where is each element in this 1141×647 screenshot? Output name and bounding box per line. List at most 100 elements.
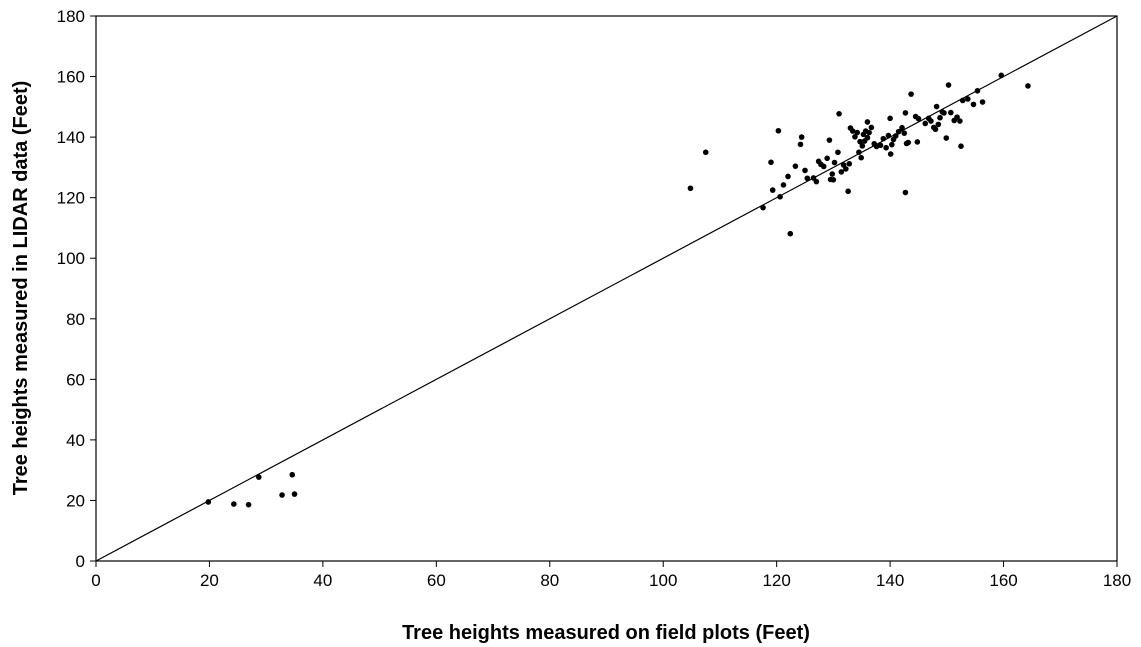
data-point	[798, 134, 805, 140]
data-point	[933, 103, 940, 110]
data-point	[830, 177, 837, 183]
data-point	[858, 154, 864, 161]
data-point	[954, 114, 960, 120]
data-point	[1025, 83, 1031, 89]
data-point	[787, 230, 794, 237]
data-point	[883, 144, 889, 151]
data-point	[998, 72, 1005, 79]
data-point	[935, 121, 942, 128]
x-tick-label: 180	[1103, 571, 1131, 590]
y-axis-title: Tree heights measured in LIDAR data (Fee…	[10, 81, 32, 496]
data-point	[859, 143, 866, 149]
data-point	[932, 126, 939, 133]
x-tick-label: 40	[313, 571, 332, 590]
data-points	[205, 72, 1031, 508]
data-point	[857, 138, 863, 145]
data-point	[885, 132, 892, 139]
y-tick-label: 100	[57, 249, 85, 268]
data-point	[864, 119, 871, 125]
data-point	[777, 193, 783, 200]
data-point	[824, 155, 830, 162]
data-point	[943, 135, 950, 141]
data-point	[849, 128, 856, 134]
y-tick-label: 40	[66, 431, 85, 450]
data-point	[838, 169, 845, 175]
data-point	[289, 471, 296, 478]
data-point	[813, 178, 820, 185]
data-point	[852, 134, 858, 140]
data-point	[279, 492, 285, 498]
data-point	[959, 97, 966, 104]
data-point	[957, 118, 963, 124]
x-tick-label: 60	[427, 571, 446, 590]
data-point	[914, 139, 921, 145]
x-tick-label: 120	[762, 571, 790, 590]
one-to-one-line	[95, 15, 1118, 562]
data-point	[979, 99, 986, 105]
x-axis-title: Tree heights measured on field plots (Fe…	[402, 622, 810, 644]
data-point	[899, 124, 905, 131]
data-point	[854, 129, 861, 136]
data-point	[775, 127, 782, 134]
data-point	[245, 501, 252, 508]
data-point	[835, 149, 841, 156]
data-point	[831, 159, 838, 166]
data-point	[970, 101, 977, 108]
data-point	[908, 91, 914, 97]
x-tick-label: 160	[989, 571, 1017, 590]
x-tick-label: 140	[876, 571, 904, 590]
data-point	[941, 110, 947, 116]
data-point	[895, 128, 902, 135]
data-point	[889, 141, 895, 148]
y-tick-label: 0	[76, 552, 85, 571]
y-tick-label: 180	[57, 7, 85, 26]
y-axis-ticks: 0 20 40 60 80 100 120 140 160 180	[57, 7, 96, 571]
data-point	[760, 204, 766, 211]
plot-frame	[95, 15, 1118, 562]
data-point	[687, 185, 694, 192]
data-point	[702, 149, 709, 156]
x-tick-label: 80	[540, 571, 559, 590]
data-point	[905, 139, 912, 146]
data-point	[845, 188, 851, 195]
data-point	[864, 134, 871, 141]
y-tick-label: 140	[57, 128, 85, 147]
data-point	[877, 142, 884, 149]
data-point	[902, 110, 909, 116]
data-point	[231, 501, 237, 507]
data-point	[829, 171, 836, 177]
data-point	[780, 182, 787, 188]
data-point	[965, 96, 971, 102]
data-point	[836, 110, 842, 117]
data-point	[846, 160, 853, 167]
data-point	[820, 163, 827, 170]
data-point	[902, 189, 909, 196]
data-point	[797, 141, 804, 148]
data-point	[802, 167, 808, 174]
data-point	[937, 114, 943, 121]
data-point	[945, 82, 952, 88]
data-point	[843, 166, 849, 172]
x-tick-label: 20	[200, 571, 219, 590]
data-point	[792, 163, 799, 169]
data-point	[887, 115, 893, 122]
data-point	[826, 137, 833, 143]
data-point	[901, 130, 908, 136]
data-point	[205, 499, 212, 505]
y-tick-label: 160	[57, 68, 85, 87]
data-point	[291, 491, 298, 497]
y-tick-label: 80	[66, 310, 85, 329]
data-point	[785, 173, 791, 180]
y-tick-label: 60	[66, 370, 85, 389]
data-point	[974, 87, 981, 94]
data-point	[915, 115, 922, 122]
data-point	[948, 109, 954, 116]
y-tick-label: 120	[57, 189, 85, 208]
data-point	[887, 151, 894, 157]
x-tick-label: 0	[91, 571, 100, 590]
plot-area	[95, 15, 1118, 562]
data-point	[866, 129, 872, 136]
data-point	[928, 118, 934, 124]
x-tick-label: 100	[649, 571, 677, 590]
